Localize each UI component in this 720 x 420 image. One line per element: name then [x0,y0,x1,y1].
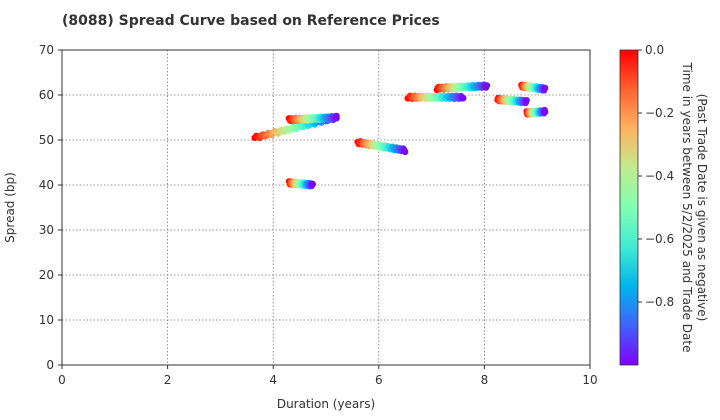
colorbar-label-line2: (Past Trade Date is given as negative) [695,94,709,322]
colorbar-label-line1: Time in years between 5/2/2025 and Trade… [680,62,694,353]
y-tick-label: 20 [39,268,54,282]
data-point [523,97,530,104]
colorbar-axis: 0.0 −0.2 −0.4 −0.6 −0.8 [638,43,674,309]
colorbar-tick-label: −0.4 [645,169,674,183]
data-point [309,181,316,188]
x-tick-label: 10 [582,373,597,387]
data-point [541,108,549,116]
grid-lines [62,50,590,365]
x-tick-label: 0 [58,373,66,387]
plot-frame [61,49,591,366]
colorbar-tick-label: −0.6 [645,232,674,246]
colorbar-tick-label: −0.2 [645,106,674,120]
x-axis-label: Duration (years) [277,397,375,411]
x-axis: 0 2 4 6 8 10 [58,365,598,387]
data-point [333,115,340,122]
data-points [251,81,549,190]
x-tick-label: 2 [164,373,172,387]
x-tick-label: 8 [481,373,489,387]
colorbar [619,49,639,366]
y-tick-label: 60 [39,88,54,102]
y-tick-label: 30 [39,223,54,237]
y-axis: 0 10 20 30 40 50 60 70 [39,43,62,372]
y-tick-label: 40 [39,178,54,192]
x-tick-label: 6 [375,373,383,387]
y-tick-label: 70 [39,43,54,57]
chart-title: (8088) Spread Curve based on Reference P… [62,13,440,29]
y-axis-label: Spread (bp) [3,172,17,243]
y-tick-label: 50 [39,133,54,147]
colorbar-tick-label: 0.0 [645,43,664,57]
data-point [483,82,491,89]
y-tick-label: 10 [39,313,54,327]
colorbar-tick-label: −0.8 [645,295,674,309]
data-point [402,148,409,156]
y-tick-label: 0 [46,358,54,372]
x-tick-label: 4 [269,373,277,387]
data-point [541,84,549,92]
data-point [460,95,467,102]
